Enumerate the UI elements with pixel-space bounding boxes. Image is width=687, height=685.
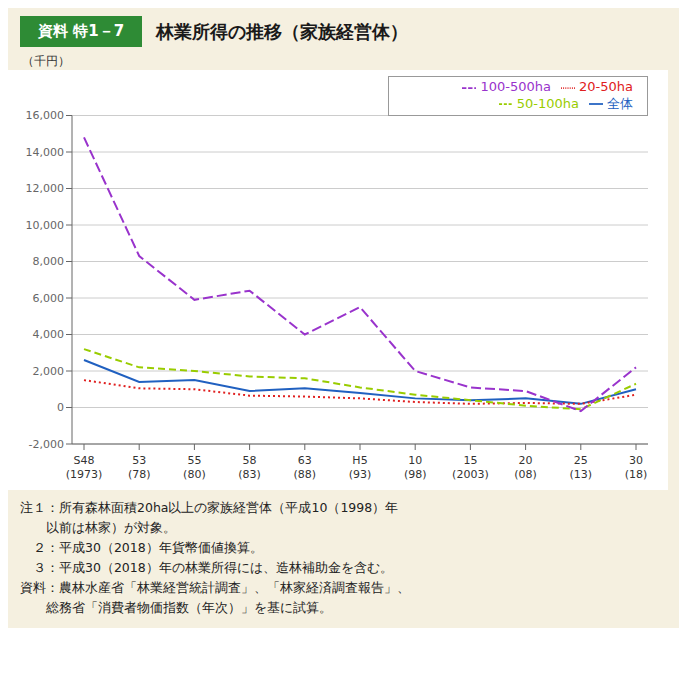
svg-text:0: 0 [57,401,64,414]
html-text:（千円）: （千円） [22,54,70,68]
html-text:林業所得の推移（家族経営体）: 林業所得の推移（家族経営体） [156,20,409,42]
html-text:総務省「消費者物価指数（年次）」を基に試算。: 総務省「消費者物価指数（年次）」を基に試算。 [20,600,332,615]
svg-text:20(08): 20(08) [514,454,537,481]
svg-text:15(2003): 15(2003) [452,454,489,481]
html-text:注１：所有森林面積20ha以上の家族経営体（平成10（199: 注１：所有森林面積20ha以上の家族経営体（平成10（1998）年 [20,500,399,515]
html-text:資料：農林水産省「林業経営統計調査」、「林家経済調査報告」、: 資料：農林水産省「林業経営統計調査」、「林家経済調査報告」、 [20,580,410,595]
html-text:全体: 全体 [607,95,633,111]
svg-text:16,000: 16,000 [26,109,65,122]
html-text:以前は林家）が対象。: 以前は林家）が対象。 [20,520,176,535]
svg-text:10,000: 10,000 [26,219,65,232]
svg-text:2,000: 2,000 [33,365,65,378]
svg-text:H5(93): H5(93) [349,454,372,481]
html-text:20-50ha: 20-50ha [579,79,633,94]
html-text:２：平成30（2018）年貨幣価値換算。: ２：平成30（2018）年貨幣価値換算。 [20,540,263,555]
svg-text:12,000: 12,000 [26,182,65,195]
svg-text:10(98): 10(98) [404,454,427,481]
svg-text:53(78): 53(78) [128,454,151,481]
svg-text:4,000: 4,000 [33,328,65,341]
html-text:資料 特1－7: 資料 特1－7 [38,22,125,40]
svg-text:-2,000: -2,000 [29,438,64,451]
svg-text:14,000: 14,000 [26,146,65,159]
svg-text:8,000: 8,000 [33,255,65,268]
svg-text:S48(1973): S48(1973) [66,454,103,481]
html-text:50-100ha: 50-100ha [516,95,579,111]
html-text:３：平成30（2018）年の林業所得には、造林補助金を含む。: ３：平成30（2018）年の林業所得には、造林補助金を含む。 [20,560,393,575]
svg-text:30(18): 30(18) [625,454,648,481]
svg-text:63(88): 63(88) [294,454,317,481]
html-text:100-500ha: 100-500ha [480,79,551,94]
svg-text:6,000: 6,000 [33,292,65,305]
svg-text:25(13): 25(13) [570,454,593,481]
svg-text:58(83): 58(83) [238,454,261,481]
svg-text:55(80): 55(80) [183,454,206,481]
